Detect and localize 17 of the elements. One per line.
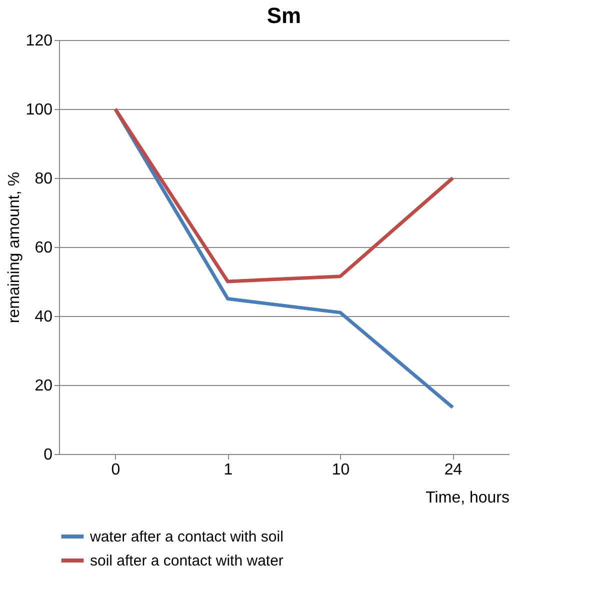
y-tick-label: 60 xyxy=(34,240,53,256)
y-tick-label: 0 xyxy=(44,446,53,464)
y-tick-label: 40 xyxy=(34,308,53,326)
y-tick-label: 80 xyxy=(34,170,53,188)
chart-title: Sm xyxy=(266,3,302,28)
y-tick-label: 20 xyxy=(34,378,53,394)
line-series xyxy=(114,107,454,284)
x-tick-label: 1 xyxy=(224,462,233,478)
y-tick-label: 120 xyxy=(26,32,53,50)
y-tick-label: 100 xyxy=(26,102,53,118)
y-axis-title: remaining amount, % xyxy=(6,172,23,324)
legend-label: water after a contact with soil xyxy=(89,528,284,546)
x-axis-title: Time, hours xyxy=(426,490,510,506)
legend-label: soil after a contact with water xyxy=(90,552,284,570)
x-tick-label: 24 xyxy=(444,462,462,478)
x-tick-label: 0 xyxy=(111,462,120,478)
x-tick-label: 10 xyxy=(332,462,350,478)
